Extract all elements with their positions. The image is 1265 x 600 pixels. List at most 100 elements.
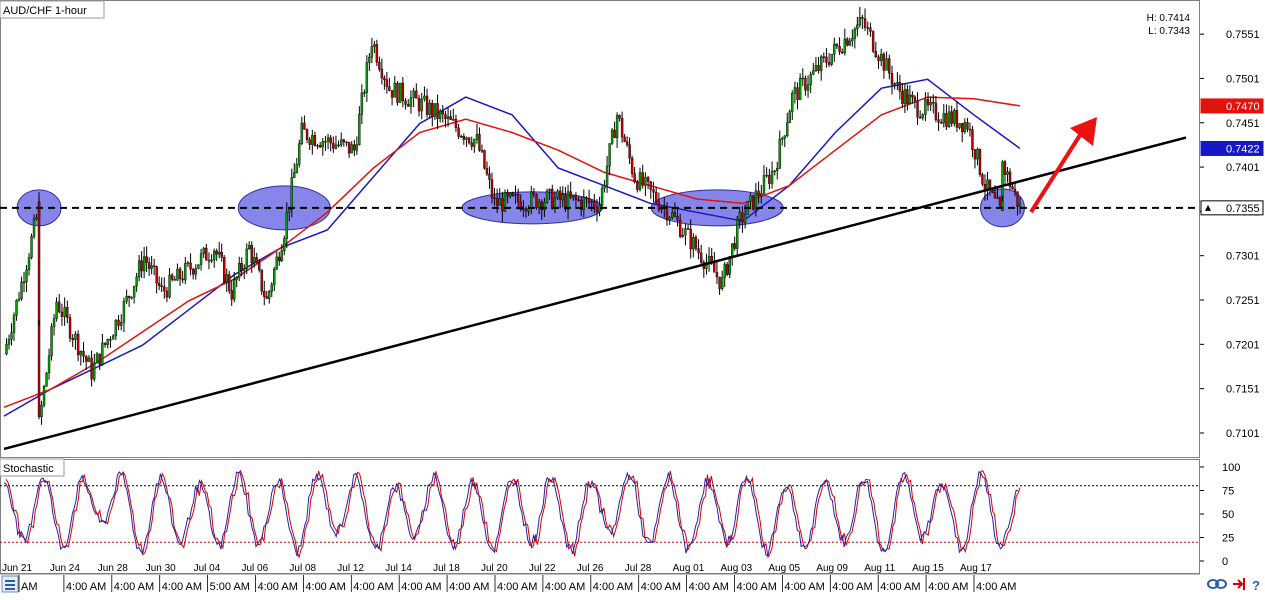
candle-body (1016, 191, 1019, 207)
candle-body (168, 274, 171, 298)
menu-icon[interactable] (1, 575, 19, 593)
candle-body (243, 268, 246, 271)
candle (793, 81, 797, 104)
candle-body (347, 141, 351, 154)
candle-body (880, 53, 883, 61)
candle-body (199, 253, 203, 265)
candle (82, 341, 85, 363)
date-label: Aug 05 (768, 563, 800, 574)
link-icon[interactable] (1207, 579, 1227, 589)
candle-body (205, 247, 208, 261)
candle-body (63, 307, 66, 317)
candle (318, 141, 322, 149)
candle (548, 188, 551, 200)
candle-body (140, 260, 143, 272)
candle-body (893, 83, 896, 85)
candle (846, 37, 849, 47)
candle (723, 261, 726, 288)
candle-body (452, 119, 455, 121)
candle (150, 255, 153, 275)
candle-body (40, 404, 43, 418)
candle (754, 182, 758, 217)
time-label: 4:00 AM (66, 581, 106, 593)
candle-body (465, 137, 468, 140)
candle (393, 76, 396, 98)
candle (858, 6, 862, 28)
candle-body (55, 301, 58, 319)
candle-body (173, 279, 176, 281)
candle (600, 185, 604, 211)
candle (467, 136, 471, 145)
candle (268, 289, 271, 304)
candle-body (358, 114, 361, 145)
candle-body (874, 50, 878, 58)
candle-body (913, 96, 917, 101)
candle-body (233, 279, 236, 300)
candle-body (210, 259, 213, 262)
candle (572, 195, 575, 201)
candle-body (561, 194, 564, 201)
candle (495, 188, 499, 214)
candle-body (537, 201, 541, 209)
candle-body (697, 248, 700, 254)
candle (577, 196, 580, 202)
stochastic-tick-label: 75 (1222, 486, 1234, 498)
candle-body (530, 191, 533, 209)
candle (595, 199, 599, 222)
candle-body (947, 111, 951, 127)
candle-body (337, 144, 340, 147)
candle (762, 165, 766, 195)
candle (545, 188, 549, 204)
help-icon[interactable]: ? (1252, 578, 1260, 593)
candle-body (543, 202, 546, 211)
candle (15, 299, 18, 321)
candle-body (122, 301, 126, 323)
candle-body (42, 386, 46, 406)
candle (776, 162, 779, 180)
candle (55, 297, 58, 322)
candle (916, 92, 919, 125)
candle-body (457, 127, 460, 137)
candle (603, 179, 606, 193)
candle (556, 189, 559, 200)
candle (311, 129, 314, 155)
candle (768, 168, 771, 190)
candle-body (35, 217, 38, 220)
candle-body (385, 79, 389, 87)
candle-body (398, 82, 402, 103)
candle-body (652, 189, 655, 193)
arrow-icon[interactable] (1233, 578, 1245, 590)
stochastic-tick-label: 0 (1222, 556, 1228, 568)
candle-body (165, 290, 169, 298)
candle-body (1008, 171, 1012, 187)
candle (871, 30, 875, 54)
candle (431, 99, 434, 127)
candle-body (921, 114, 924, 118)
candle (582, 189, 586, 218)
candle (942, 104, 945, 128)
candle (587, 189, 591, 207)
candle (324, 135, 327, 151)
date-label: Jul 18 (433, 563, 460, 574)
candle-body (657, 201, 661, 211)
date-label: Jul 22 (529, 563, 556, 574)
candle-body (605, 165, 609, 186)
candle (441, 105, 445, 123)
candle-body (483, 150, 486, 169)
candle-body (393, 82, 396, 98)
candle-body (404, 100, 407, 105)
candle (114, 319, 118, 341)
stochastic-main-line (3, 470, 1019, 557)
candle (45, 371, 48, 387)
candle (827, 52, 831, 68)
candle-body (768, 174, 771, 184)
candle (625, 136, 629, 148)
candle (1006, 167, 1009, 183)
candle-body (587, 198, 591, 203)
candle (433, 103, 437, 120)
candle-body (495, 197, 499, 206)
candle (574, 192, 578, 209)
candle-body (548, 188, 551, 192)
candle (781, 136, 784, 146)
candle-body (838, 46, 841, 53)
